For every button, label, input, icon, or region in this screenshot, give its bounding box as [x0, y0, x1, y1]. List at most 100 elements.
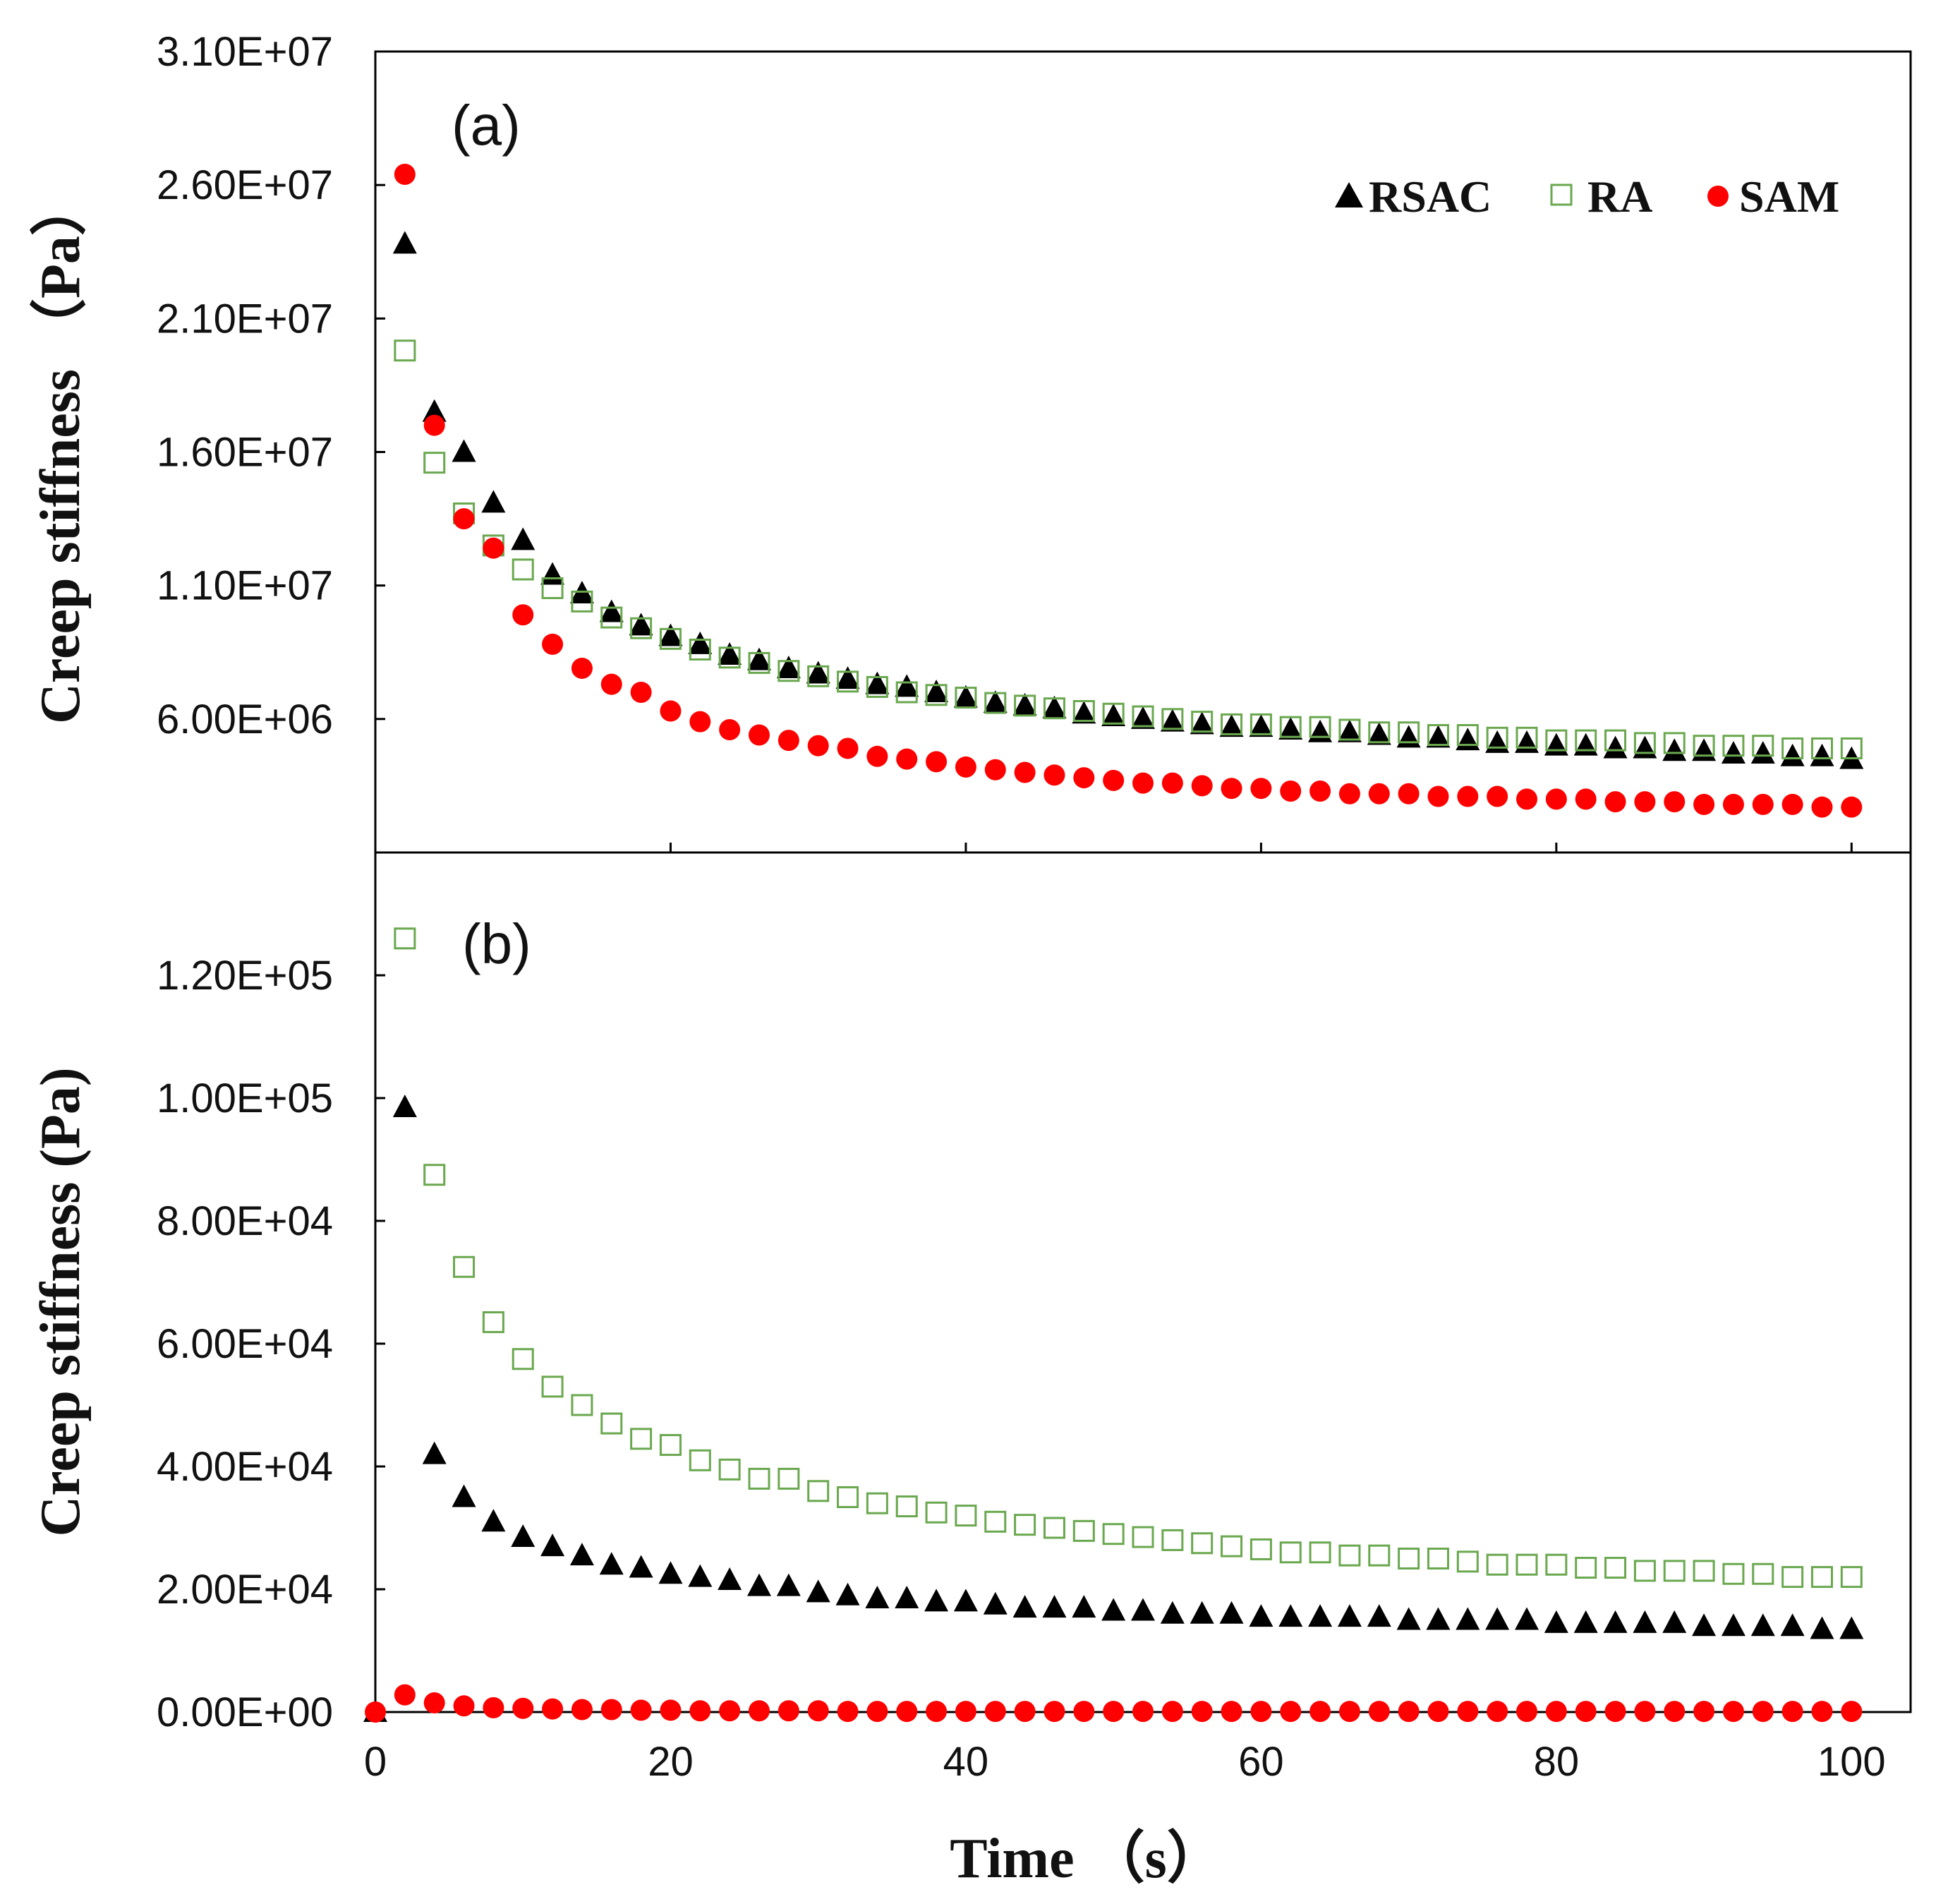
panel-a-rsac-point: [1308, 719, 1333, 742]
panel-a-rsac-point: [1101, 704, 1126, 727]
panel-a-sam-point: [984, 759, 1006, 781]
panel-a-sam-point: [1191, 775, 1213, 797]
panel-a-sam-point: [1841, 796, 1863, 818]
panel-b-sam-point: [1043, 1701, 1065, 1723]
panel-b-sam-point: [571, 1699, 593, 1721]
panel-a-ra-point: [1368, 721, 1391, 744]
panel-b-rsac-point: [1780, 1613, 1805, 1637]
panel-a-ra-point: [955, 687, 977, 709]
panel-a-rsac-point: [1603, 735, 1628, 759]
panel-a-rsac-point: [1219, 714, 1244, 737]
panel-b-ra-point: [895, 1495, 918, 1518]
panel-b-sam-point: [807, 1700, 829, 1722]
panel-b-xtick-label: 60: [1238, 1739, 1284, 1785]
panel-a-rsac-point: [806, 661, 830, 684]
panel-a-rsac-point: [1337, 719, 1362, 742]
panel-a-rsac-point: [1721, 741, 1746, 764]
panel-a-sam-point: [1398, 783, 1420, 805]
panel-b-sam-point: [1161, 1701, 1183, 1723]
panel-b-rsac-point: [599, 1552, 624, 1575]
panel-a-ra-point: [1161, 708, 1184, 730]
panel-b-ra-point: [1693, 1560, 1715, 1582]
panel-b-sam-point: [778, 1700, 799, 1722]
panel-a-rsac-point: [1426, 725, 1451, 748]
panel-a-rsac-point: [540, 562, 565, 585]
panel-b-rsac-point: [835, 1582, 860, 1605]
legend-marker-ra: [1550, 183, 1573, 206]
panel-a-rsac-point: [895, 674, 919, 697]
panel-a-ra-point: [1604, 729, 1627, 752]
panel-b-ra-point: [984, 1510, 1007, 1533]
panel-b-sam-point: [600, 1699, 622, 1721]
panel-a-ra-point: [778, 660, 800, 682]
panel-b-ra-point: [482, 1311, 504, 1334]
panel-b-ra-point: [394, 927, 416, 950]
legend: RSAC RA SAM: [1335, 171, 1839, 222]
panel-a-ra-point: [748, 651, 770, 674]
panel-a-rsac-point: [1780, 743, 1805, 766]
panel-a-sam-point: [866, 745, 888, 767]
panel-b-sam-point: [1604, 1701, 1626, 1723]
panel-a-ra-point: [1102, 702, 1125, 725]
panel-a-ra-point: [1398, 721, 1420, 744]
panel-a-rsac-point: [481, 490, 506, 513]
panel-a-sam-point: [1073, 767, 1095, 789]
panel-a-ra-point: [512, 558, 534, 581]
panel-b-sam-point: [1545, 1701, 1567, 1723]
panel-a-rsac-point: [983, 690, 1008, 713]
panel-a-rsac-point: [1485, 730, 1510, 753]
x-axis-label: Time （s）: [950, 1828, 1223, 1890]
panel-a-ra-point: [1840, 737, 1863, 759]
panel-b-ra-point: [925, 1501, 948, 1524]
panel-a-sam-point: [1604, 791, 1626, 813]
panel-b-sam-point: [1752, 1701, 1774, 1723]
panel-a-sam-point: [1487, 785, 1508, 807]
panel-a-sam-point: [571, 657, 593, 679]
panel-b-ra-point: [1132, 1526, 1154, 1548]
panel-a-sam-point: [1368, 783, 1390, 805]
panel-a-sam-point: [778, 730, 799, 752]
panel-b-sam-point: [630, 1699, 652, 1721]
panel-b-rsac-point: [1072, 1595, 1096, 1618]
panel-b-rsac-point: [924, 1589, 949, 1612]
panel-b-rsac-point: [1396, 1607, 1421, 1630]
panel-a-sam-point: [1664, 791, 1686, 813]
panel-a-rsac-point: [1810, 743, 1834, 766]
panel-a-rsac-point: [1544, 733, 1568, 756]
panel-a-rsac-point: [1633, 735, 1657, 759]
panel-b-rsac-point: [1633, 1610, 1657, 1633]
panel-b-rsac-point: [1278, 1604, 1303, 1627]
panel-b-ra-point: [630, 1428, 653, 1450]
panel-b-sam-point: [984, 1701, 1006, 1723]
panel-b-ra-point: [1221, 1535, 1243, 1557]
panel-b-frame: [374, 851, 1912, 1713]
panel-b-rsac-point: [1662, 1610, 1687, 1633]
panel-a-sam-point: [1752, 793, 1774, 815]
panel-b-sam-point: [1280, 1701, 1302, 1723]
panel-b-ra-point: [453, 1255, 476, 1278]
panel-b-rsac-point: [511, 1524, 536, 1548]
panel-b-rsac-point: [1160, 1601, 1185, 1624]
panel-b-rsac-point: [983, 1591, 1008, 1615]
panel-a-sam-point: [689, 711, 711, 733]
panel-a-sam-point: [1132, 772, 1154, 794]
panel-a-rsac-point: [1662, 738, 1687, 761]
panel-b-ra-point: [748, 1467, 770, 1490]
legend-marker-sam: [1707, 186, 1729, 207]
panel-a-sam-point: [1427, 785, 1449, 807]
panel-b-ra-point: [1575, 1557, 1597, 1579]
panel-a-ra-point: [1191, 711, 1214, 733]
panel-a-rsac-point: [392, 231, 417, 254]
panel-a-series-sam: [394, 164, 1863, 818]
panel-b-rsac-point: [1426, 1607, 1451, 1630]
panel-a-rsac-point: [1396, 725, 1421, 748]
panel-a-ytick-label: 6.00E+06: [157, 697, 333, 742]
panel-b-ra-point: [1545, 1553, 1568, 1576]
panel-a-sam-point: [630, 682, 652, 703]
panel-a-ytick-label: 1.60E+07: [157, 430, 333, 476]
panel-b-series-ra: [394, 927, 1863, 1589]
panel-a-series-ra: [394, 339, 1863, 759]
panel-a-ra-point: [1575, 729, 1597, 752]
panel-a-ylabel: Creep stiffness （Pa）: [30, 179, 92, 724]
panel-b-xtick-label: 20: [648, 1739, 694, 1785]
